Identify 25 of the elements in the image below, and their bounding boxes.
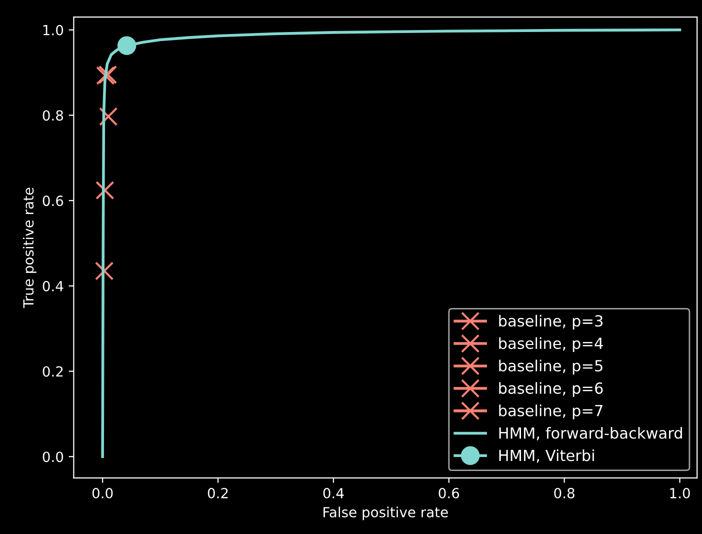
point [117, 36, 136, 56]
x-tick-label: 0.0 [92, 488, 113, 498]
point [98, 107, 118, 126]
x-tick-label: 0.6 [438, 488, 460, 498]
x-tick-label: 1.0 [670, 488, 690, 498]
y-tick-label: 0.8 [42, 110, 64, 121]
legend-label: baseline, p=7 [499, 404, 602, 420]
legend-label: baseline, p=5 [499, 360, 602, 374]
y-tick-label: 0.2 [42, 366, 63, 377]
legend-label: baseline, p=4 [499, 337, 603, 352]
legend-label: baseline, p=3 [499, 314, 603, 330]
y-tick-label: 0.6 [42, 196, 64, 206]
y-tick-label: 0.0 [42, 452, 64, 462]
point [94, 262, 114, 280]
legend-label: HMM, Viterbi [499, 449, 594, 463]
x-tick-label: 0.2 [208, 488, 228, 498]
x-tick-label: 0.8 [554, 488, 574, 498]
legend-label: HMM, forward-backward [499, 426, 682, 440]
legend-label: baseline, p=6 [499, 382, 603, 397]
y-axis-title: True positive rate [22, 188, 36, 308]
x-axis-title: False positive rate [324, 506, 448, 520]
point [96, 180, 114, 200]
x-tick-label: 0.4 [323, 488, 344, 498]
y-tick-label: 1.0 [43, 24, 64, 36]
y-tick-label: 0.4 [42, 280, 64, 292]
